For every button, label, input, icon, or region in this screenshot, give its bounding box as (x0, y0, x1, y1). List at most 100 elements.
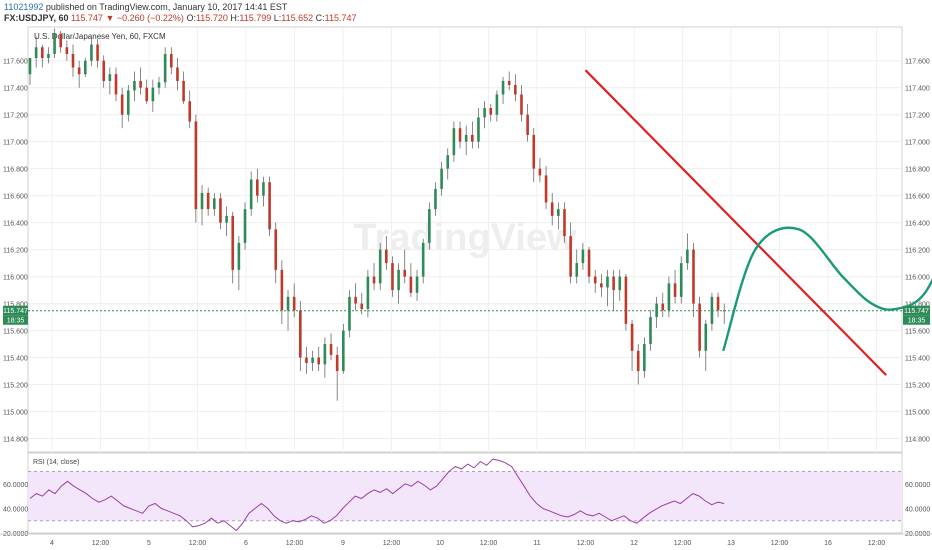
candle-body (323, 344, 327, 365)
candle-body (667, 283, 671, 311)
close-label: C: (315, 13, 325, 23)
y-tick-right: 117.400 (905, 86, 930, 93)
x-tick-label: 12:00 (480, 540, 498, 547)
low-label: L: (273, 13, 282, 23)
candle-body (403, 269, 407, 277)
y-tick-left: 116.000 (3, 275, 28, 282)
countdown-tag-right (903, 315, 930, 325)
candle-body (630, 323, 634, 351)
candle-body (692, 249, 695, 304)
candle-body (710, 296, 714, 324)
countdown-tag-right-text: 18:35 (908, 318, 926, 325)
candle-body (176, 67, 179, 81)
projection-layer[interactable] (722, 171, 932, 352)
candle-body (299, 310, 302, 358)
candle-body (471, 134, 474, 142)
candle-body (40, 47, 44, 59)
candle-body (483, 107, 486, 118)
open-value: 115.720 (195, 13, 228, 23)
y-tick-left: 116.600 (3, 194, 28, 201)
candle-body (71, 53, 75, 68)
y-tick-right: 116.800 (905, 167, 930, 174)
y-tick-right: 116.600 (905, 194, 930, 201)
price-tag-left-text: 115.747 (3, 308, 28, 315)
candle-body (501, 80, 505, 95)
countdown-tag-left-text: 18:35 (7, 318, 25, 325)
candle-body (575, 263, 579, 277)
candle-body (391, 263, 394, 291)
candle-body (114, 74, 118, 95)
candle-body (514, 85, 517, 95)
y-tick-right: 116.000 (905, 275, 930, 282)
candle-body (440, 168, 443, 189)
candle-body (397, 269, 400, 291)
y-tick-right: 114.800 (905, 437, 930, 444)
trendline-layer[interactable] (584, 69, 887, 376)
candle-body (624, 276, 628, 324)
ohlc-line: FX:USDJPY, 60 115.747 ▼ −0.260 (−0.22%) … (4, 13, 357, 24)
candle-body (83, 60, 87, 75)
rsi-line (29, 458, 725, 532)
candle-body (458, 128, 462, 142)
candle-body (53, 33, 56, 54)
candle-body (188, 101, 192, 122)
candle-body (704, 323, 708, 351)
candle-body (538, 168, 542, 176)
y-axis-left: 117.600 117.400 117.200 117.000 116.800 116.6… (3, 59, 28, 444)
x-tick-label: 12:00 (383, 540, 401, 547)
candle-body (133, 80, 136, 91)
candle-body (182, 80, 185, 102)
y-tick-right: 115.400 (905, 356, 930, 363)
candle-body (428, 209, 431, 243)
x-tick-label: 6 (244, 540, 248, 547)
candle-body (225, 215, 228, 223)
candle-body (643, 344, 646, 372)
price-tag-left (3, 305, 28, 316)
candle-body (557, 209, 560, 216)
candle-body (335, 354, 339, 372)
y-tick-right: 115.800 (905, 302, 930, 309)
candle-body (716, 296, 720, 311)
price-tags: 115.747 18:35 115.747 18:35 (3, 305, 930, 325)
rsi-tick-left: 40.0000 (3, 506, 28, 513)
trendline (584, 69, 887, 376)
y-tick-left: 116.200 (3, 248, 28, 255)
candle-body (126, 90, 130, 115)
candle-body (102, 60, 106, 81)
candle-body (593, 276, 597, 284)
candle-body (581, 249, 585, 264)
x-tick-label: 12 (630, 540, 638, 547)
candle-body (587, 249, 591, 277)
candle-body (354, 296, 357, 304)
publish-info: published on TradingView.com, January 10… (45, 2, 288, 12)
x-tick-label: 12:00 (92, 540, 110, 547)
price-tag-right (903, 305, 930, 316)
close-value: 115.747 (324, 13, 357, 23)
x-tick-label: 12:00 (286, 540, 304, 547)
open-label: O: (186, 13, 196, 23)
rsi-tick-right: 40.0000 (905, 506, 930, 513)
candle-body (249, 179, 253, 210)
last-price: 115.747 (71, 13, 103, 23)
candle-body (366, 276, 370, 309)
publish-line: 11021992 published on TradingView.com, J… (4, 2, 357, 13)
candle-body (262, 182, 265, 196)
y-tick-right: 117.200 (905, 113, 930, 120)
candle-body (256, 179, 259, 196)
author-name[interactable]: 11021992 (4, 2, 44, 12)
x-tick-label: 9 (341, 540, 345, 547)
high-label: H: (230, 13, 240, 23)
x-tick-label: 12:00 (868, 540, 886, 547)
countdown-tag-left (3, 315, 28, 325)
y-tick-left: 116.800 (3, 167, 28, 174)
candle-body (200, 192, 204, 210)
candle-body (311, 357, 314, 363)
candle-body (169, 53, 173, 68)
candle-body (464, 134, 468, 142)
candle-body (477, 117, 480, 142)
candle-body (550, 202, 554, 216)
candle-body (409, 276, 413, 293)
candle-body (274, 229, 278, 270)
y-tick-right: 115.600 (905, 329, 930, 336)
